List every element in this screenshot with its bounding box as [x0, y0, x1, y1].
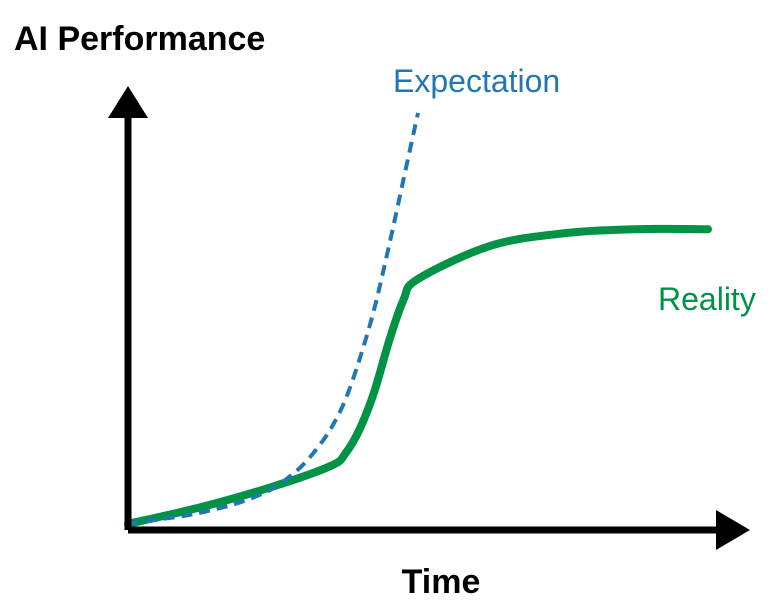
reality-series-label: Reality [658, 281, 756, 317]
axes [108, 86, 750, 550]
y-axis-arrow [108, 86, 148, 118]
x-axis-title: Time [402, 563, 481, 601]
expectation-series-line [127, 112, 420, 526]
x-axis-arrow [716, 510, 750, 550]
expectation-series-label: Expectation [393, 63, 560, 99]
y-axis-title: AI Performance [14, 20, 265, 58]
chart-curves [124, 112, 712, 528]
reality-series-line [124, 224, 712, 528]
